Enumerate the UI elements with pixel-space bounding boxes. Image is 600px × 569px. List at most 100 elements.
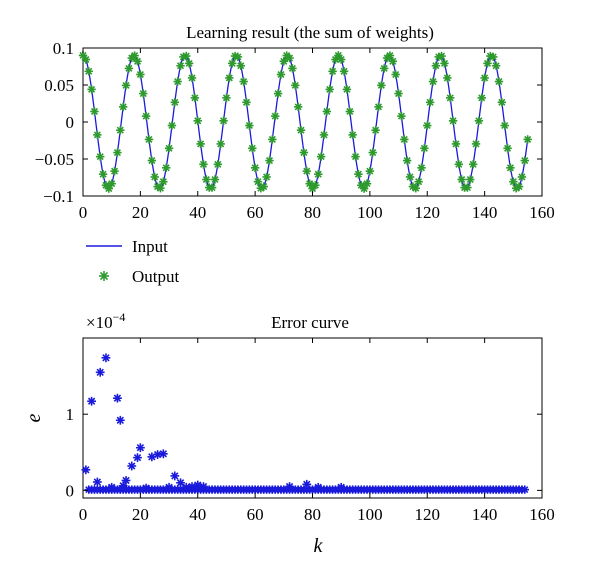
series-marker-output — [141, 111, 151, 121]
series-marker-output — [250, 163, 260, 173]
series-marker-output — [167, 121, 177, 130]
series-marker-output — [242, 98, 251, 107]
chart-learning-result: Learning result (the sum of weights) 0 20… — [35, 23, 555, 222]
series-marker-output — [87, 85, 96, 94]
series-marker-output — [164, 144, 174, 153]
series-marker-output — [271, 111, 280, 121]
series-marker-output — [285, 53, 294, 63]
series-marker-output — [222, 93, 231, 103]
series-marker-output — [405, 172, 415, 182]
series-marker-output — [380, 64, 389, 73]
series-marker-output — [463, 183, 472, 192]
series-marker-output — [345, 107, 354, 116]
series-marker-output — [199, 160, 208, 169]
series-marker-output — [233, 52, 243, 62]
series-marker-output — [133, 57, 142, 66]
series-marker-output — [506, 163, 515, 173]
series-marker-output — [288, 64, 297, 73]
series-marker-output — [139, 89, 148, 98]
series-marker-output — [491, 61, 501, 70]
y-scale-base: ×10 — [86, 313, 113, 332]
error-point — [107, 482, 117, 492]
error-point — [199, 482, 208, 491]
error-point — [87, 396, 97, 406]
series-marker-output — [239, 77, 248, 86]
series-marker-output — [110, 166, 119, 176]
series-marker-output — [497, 98, 507, 107]
series-marker-output — [314, 169, 323, 179]
series-marker-output — [207, 183, 217, 192]
y-axis-label: e — [23, 413, 45, 422]
series-marker-output — [225, 73, 234, 83]
series-marker-output — [96, 152, 105, 161]
series-marker-output — [84, 67, 93, 76]
series-marker-output — [451, 139, 461, 149]
series-marker-output — [299, 148, 309, 157]
series-marker-output — [316, 152, 326, 161]
series-marker-output — [348, 130, 357, 140]
series-marker-output — [411, 184, 420, 193]
error-point — [302, 479, 312, 489]
series-marker-output — [509, 177, 518, 186]
legend-marker-output-star — [99, 271, 109, 281]
series-marker-output — [184, 59, 194, 68]
series-marker-output — [245, 121, 254, 130]
error-point — [158, 449, 168, 459]
series-marker-output — [494, 77, 504, 86]
series-marker-output — [121, 81, 131, 90]
series-marker-output — [259, 182, 268, 191]
series-marker-output — [193, 116, 202, 126]
y-scale-exponent: −4 — [113, 310, 126, 324]
legend-label-output: Output — [132, 267, 180, 286]
y-tick-label: 0.1 — [53, 39, 74, 58]
series-marker-output — [213, 160, 223, 169]
series-marker-output — [394, 89, 403, 98]
error-point — [81, 465, 91, 475]
series-marker-output — [291, 81, 300, 90]
series-marker-output — [351, 152, 360, 161]
y-scale-label: ×10−4 — [86, 310, 125, 332]
legend-label-input: Input — [132, 237, 168, 256]
series-marker-output — [388, 57, 398, 66]
series-marker-output — [219, 116, 228, 126]
error-point — [121, 476, 131, 485]
x-tick-label: 100 — [357, 203, 383, 222]
series-marker-output — [236, 61, 245, 70]
series-marker-output — [265, 156, 274, 165]
error-point — [336, 482, 346, 492]
series-marker-output — [362, 179, 372, 188]
error-point — [135, 443, 145, 453]
series-marker-output — [268, 135, 277, 144]
x-tick-label: 0 — [79, 203, 88, 222]
series-group-learning — [78, 51, 532, 193]
series-marker-output — [319, 130, 329, 140]
series-marker-output — [523, 135, 532, 144]
chart-title-error: Error curve — [271, 313, 349, 332]
error-point — [113, 393, 122, 403]
series-marker-output — [437, 51, 446, 61]
series-marker-output — [190, 93, 200, 103]
series-marker-output — [107, 179, 116, 188]
series-marker-output — [262, 172, 271, 182]
series-marker-output — [90, 107, 99, 116]
x-tick-label: 160 — [529, 203, 555, 222]
series-marker-output — [503, 144, 512, 153]
series-marker-output — [468, 160, 478, 169]
error-point — [92, 477, 102, 487]
series-marker-output — [428, 77, 438, 86]
series-marker-output — [248, 144, 257, 153]
series-marker-output — [124, 64, 134, 73]
plot-area-learning — [82, 47, 543, 197]
x-tick-label: 20 — [132, 203, 149, 222]
series-marker-output — [116, 126, 125, 135]
series-marker-output — [322, 107, 332, 116]
y-tick-label: 0.05 — [44, 76, 74, 95]
series-marker-output — [385, 51, 395, 60]
series-marker-output — [457, 175, 466, 184]
series-marker-output — [150, 172, 159, 182]
series-marker-output — [161, 163, 171, 173]
series-marker-output — [227, 59, 237, 68]
series-marker-output — [93, 130, 102, 140]
series-marker-output — [448, 116, 458, 126]
series-marker-output — [443, 73, 452, 83]
